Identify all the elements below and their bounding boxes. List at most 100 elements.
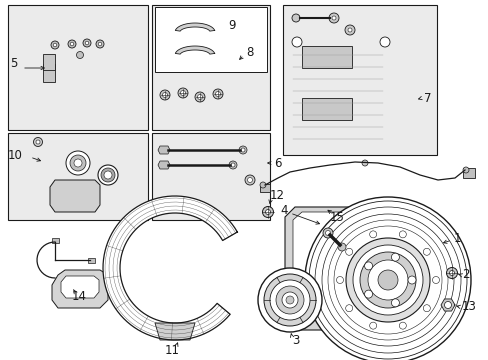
Text: 5: 5 (10, 57, 18, 69)
Circle shape (407, 276, 415, 284)
Circle shape (364, 262, 372, 270)
Circle shape (282, 292, 297, 308)
Text: 15: 15 (329, 211, 344, 224)
Circle shape (345, 25, 354, 35)
Circle shape (346, 238, 429, 322)
Circle shape (104, 171, 112, 179)
Circle shape (244, 175, 254, 185)
Circle shape (239, 146, 246, 154)
Text: 10: 10 (8, 149, 23, 162)
Polygon shape (285, 207, 389, 330)
Circle shape (36, 140, 40, 144)
Circle shape (361, 160, 367, 166)
Polygon shape (61, 276, 99, 298)
Circle shape (101, 168, 115, 182)
Circle shape (66, 151, 90, 175)
Bar (260, 184, 269, 192)
Circle shape (305, 197, 470, 360)
Circle shape (197, 95, 202, 99)
Circle shape (260, 182, 265, 188)
Circle shape (328, 13, 338, 23)
Bar (43, 54, 55, 70)
Circle shape (258, 268, 321, 332)
Circle shape (345, 248, 352, 255)
Circle shape (431, 276, 439, 284)
Bar (88, 258, 95, 263)
Bar (283, 5, 436, 155)
Circle shape (68, 40, 76, 48)
Text: 3: 3 (291, 333, 299, 346)
Text: 8: 8 (245, 45, 253, 59)
Circle shape (423, 248, 429, 255)
Circle shape (265, 210, 270, 215)
Circle shape (285, 296, 293, 304)
Circle shape (34, 138, 42, 147)
Circle shape (325, 230, 330, 235)
Polygon shape (103, 196, 237, 340)
Circle shape (291, 14, 299, 22)
Bar (152, 5, 269, 130)
Polygon shape (155, 323, 195, 340)
Circle shape (74, 159, 82, 167)
Circle shape (83, 39, 91, 47)
Bar (462, 168, 474, 178)
Circle shape (336, 276, 343, 284)
Circle shape (399, 231, 406, 238)
Circle shape (331, 16, 335, 20)
Circle shape (230, 163, 235, 167)
Circle shape (264, 274, 315, 326)
Text: 6: 6 (273, 157, 281, 170)
Text: 14: 14 (72, 289, 87, 302)
Circle shape (367, 260, 407, 300)
Circle shape (180, 90, 185, 95)
Circle shape (399, 322, 406, 329)
Polygon shape (175, 46, 214, 54)
Circle shape (85, 41, 89, 45)
Circle shape (241, 148, 244, 152)
Circle shape (51, 41, 59, 49)
Circle shape (448, 270, 453, 275)
Circle shape (215, 91, 220, 96)
Circle shape (247, 177, 252, 183)
Circle shape (98, 42, 102, 46)
Text: 12: 12 (269, 189, 285, 202)
Bar (52, 238, 59, 243)
Circle shape (446, 267, 457, 279)
Circle shape (76, 51, 83, 59)
Bar (155, 7, 266, 72)
Text: 2: 2 (461, 269, 468, 282)
Circle shape (162, 93, 167, 98)
Bar (8, 5, 148, 130)
Circle shape (423, 305, 429, 312)
Circle shape (213, 89, 223, 99)
Circle shape (359, 252, 415, 308)
Circle shape (462, 167, 468, 173)
Polygon shape (175, 23, 214, 31)
Circle shape (160, 90, 170, 100)
Circle shape (337, 243, 346, 251)
Circle shape (390, 299, 399, 307)
Bar (302, 46, 351, 68)
Polygon shape (158, 146, 170, 154)
Circle shape (291, 37, 302, 47)
Text: 13: 13 (461, 301, 476, 314)
Text: 7: 7 (423, 91, 430, 104)
Circle shape (377, 270, 397, 290)
Circle shape (53, 43, 57, 47)
Circle shape (369, 322, 376, 329)
Circle shape (352, 245, 422, 315)
Circle shape (379, 37, 389, 47)
Circle shape (390, 253, 399, 261)
Circle shape (262, 207, 273, 217)
Bar (43, 64, 55, 82)
Circle shape (323, 228, 332, 238)
Circle shape (98, 165, 118, 185)
Circle shape (228, 161, 237, 169)
Bar (302, 98, 351, 120)
Circle shape (70, 42, 74, 46)
Circle shape (345, 305, 352, 312)
Polygon shape (440, 299, 454, 311)
Bar (152, 133, 269, 220)
Circle shape (195, 92, 204, 102)
Circle shape (269, 280, 309, 320)
